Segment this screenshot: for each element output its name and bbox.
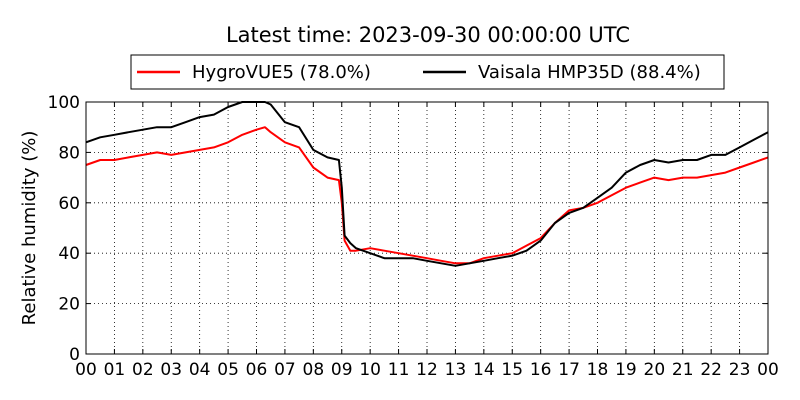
x-tick-label: 08 xyxy=(303,360,325,380)
x-tick-label: 02 xyxy=(132,360,154,380)
x-tick-label: 13 xyxy=(445,360,467,380)
x-tick-label: 12 xyxy=(416,360,438,380)
x-tick-label: 23 xyxy=(729,360,751,380)
x-tick-label: 01 xyxy=(104,360,126,380)
legend-label-hygrovue5: HygroVUE5 (78.0%) xyxy=(192,62,371,83)
x-tick-label: 16 xyxy=(530,360,552,380)
series-layer xyxy=(85,101,769,267)
legend: HygroVUE5 (78.0%) Vaisala HMP35D (88.4%) xyxy=(130,54,725,90)
x-tick-label: 11 xyxy=(388,360,410,380)
x-tick-label: 15 xyxy=(501,360,523,380)
y-axis-label: Relative humidity (%) xyxy=(19,131,40,326)
x-tick-label: 14 xyxy=(473,360,495,380)
x-tick-label: 17 xyxy=(558,360,580,380)
y-tick-label: 40 xyxy=(58,244,80,264)
x-tick-label: 10 xyxy=(359,360,381,380)
grid xyxy=(86,102,768,354)
y-tick-label: 80 xyxy=(58,143,80,163)
plot-frame xyxy=(85,101,769,355)
y-tick-label: 20 xyxy=(58,295,80,315)
series-line-hmp35d xyxy=(85,101,769,267)
x-tick-label: 19 xyxy=(615,360,637,380)
chart-title: Latest time: 2023-09-30 00:00:00 UTC xyxy=(226,23,630,47)
x-tick-label: 20 xyxy=(644,360,666,380)
x-tick-label: 09 xyxy=(331,360,353,380)
x-tick-label: 07 xyxy=(274,360,296,380)
y-tick-label: 100 xyxy=(48,93,80,113)
x-tick-label: 03 xyxy=(160,360,182,380)
series-line-hygrovue5 xyxy=(85,126,769,265)
x-tick-label: 00 xyxy=(75,360,97,380)
x-tick-label: 06 xyxy=(246,360,268,380)
x-tick-label: 18 xyxy=(587,360,609,380)
x-tick-label: 22 xyxy=(700,360,722,380)
y-axis: 0 20 40 60 80 100 xyxy=(48,93,768,365)
y-tick-label: 60 xyxy=(58,194,80,214)
x-tick-label: 04 xyxy=(189,360,211,380)
x-axis: 00 01 02 03 04 05 06 07 08 09 10 11 12 13 14 15 16 17 18 19… xyxy=(75,102,779,380)
legend-label-hmp35d: Vaisala HMP35D (88.4%) xyxy=(478,62,701,83)
x-tick-label: 05 xyxy=(217,360,239,380)
y-tick-label: 0 xyxy=(69,345,80,365)
x-tick-label: 00 xyxy=(757,360,779,380)
x-tick-label: 21 xyxy=(672,360,694,380)
